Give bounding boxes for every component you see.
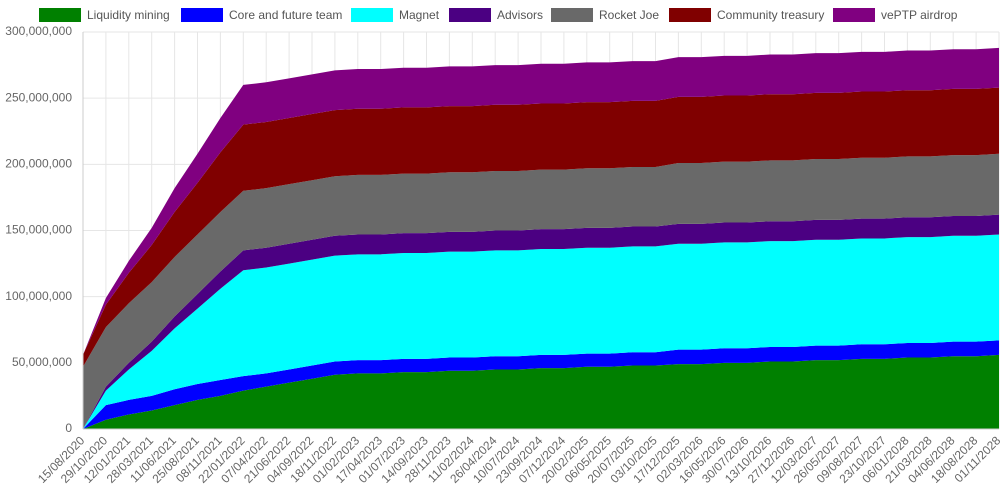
legend-swatch	[181, 8, 223, 22]
area	[83, 153, 999, 429]
legend-label: vePTP airdrop	[881, 8, 958, 22]
legend-swatch	[449, 8, 491, 22]
area	[83, 354, 999, 429]
legend-label: Magnet	[399, 8, 440, 22]
area	[83, 47, 999, 355]
y-tick-label: 50,000,000	[12, 355, 72, 369]
legend-label: Liquidity mining	[87, 8, 170, 22]
legend-swatch	[833, 8, 875, 22]
legend-swatch	[551, 8, 593, 22]
area	[83, 214, 999, 429]
y-tick-label: 100,000,000	[5, 289, 72, 303]
legend-swatch	[39, 8, 81, 22]
legend-swatch	[669, 8, 711, 22]
y-tick-label: 200,000,000	[5, 157, 72, 171]
area	[83, 340, 999, 429]
y-tick-label: 0	[65, 421, 72, 435]
y-tick-label: 250,000,000	[5, 90, 72, 104]
legend-label: Core and future team	[229, 8, 342, 22]
legend-label: Advisors	[497, 8, 543, 22]
legend-label: Rocket Joe	[599, 8, 659, 22]
legend-swatch	[351, 8, 393, 22]
legend-label: Community treasury	[717, 8, 824, 22]
area	[83, 234, 999, 429]
area	[83, 87, 999, 367]
y-tick-label: 150,000,000	[5, 223, 72, 237]
y-tick-label: 300,000,000	[5, 24, 72, 38]
